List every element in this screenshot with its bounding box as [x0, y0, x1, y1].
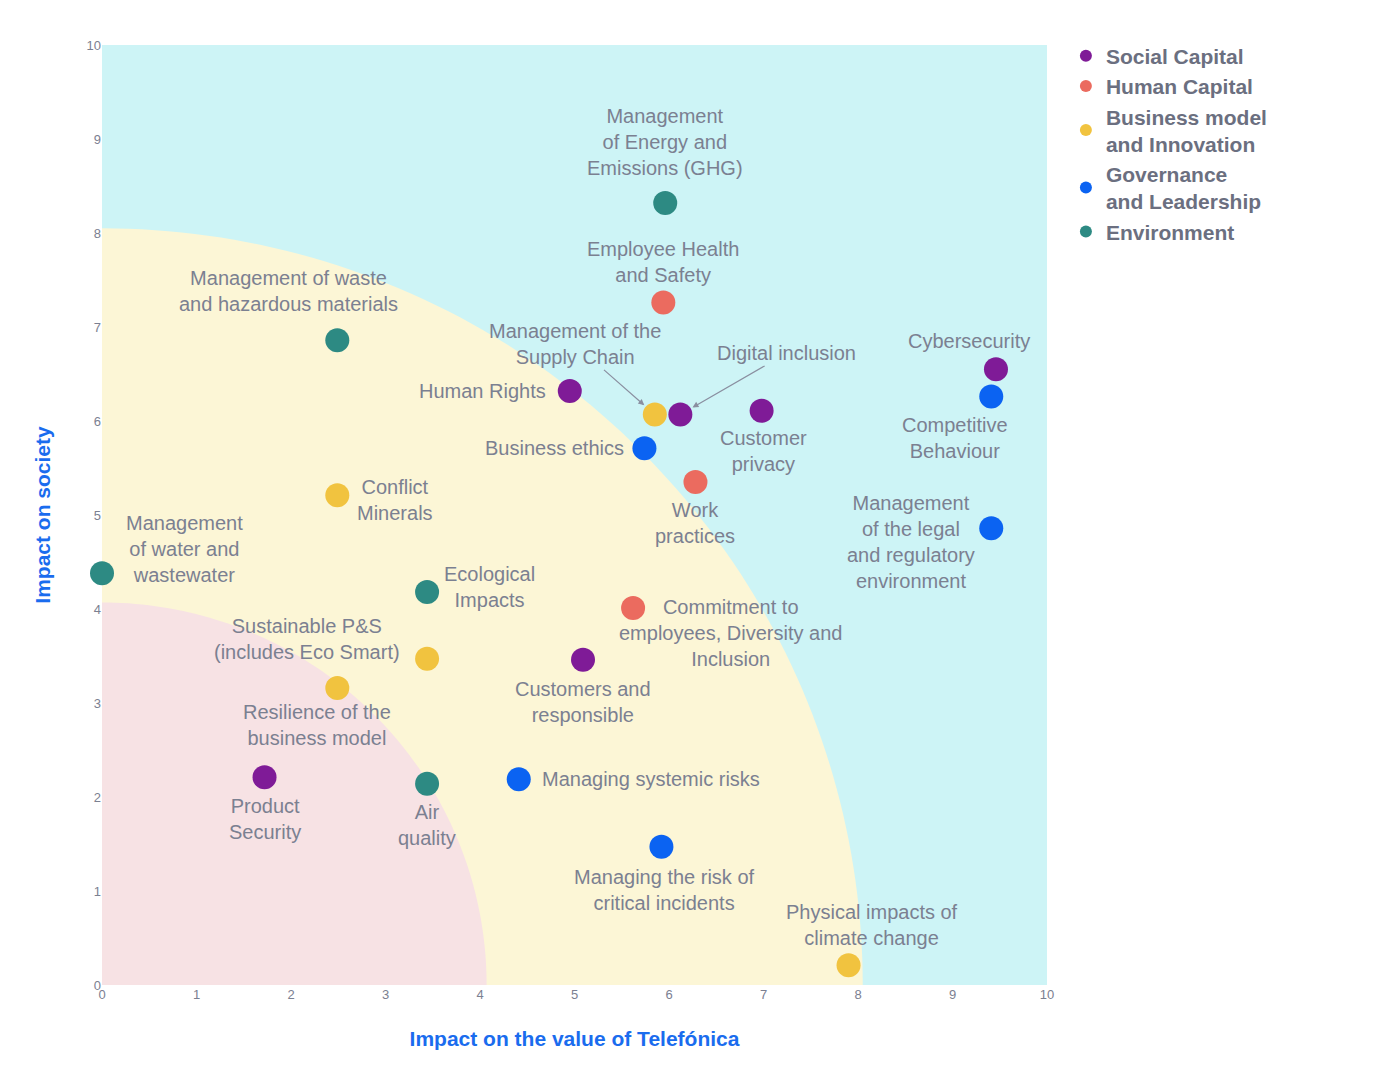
svg-text:CompetitiveBehaviour: CompetitiveBehaviour — [902, 414, 1008, 462]
svg-text:Customers andresponsible: Customers andresponsible — [515, 678, 651, 726]
svg-text:Managementof Energy andEmissio: Managementof Energy andEmissions (GHG) — [587, 105, 743, 179]
svg-text:Managementof the legaland regu: Managementof the legaland regulatoryenvi… — [847, 492, 975, 592]
svg-text:Governanceand Leadership: Governanceand Leadership — [1106, 163, 1261, 213]
svg-text:10: 10 — [1040, 987, 1054, 1002]
svg-text:EcologicalImpacts: EcologicalImpacts — [444, 563, 535, 611]
svg-text:Managementof water andwastewat: Managementof water andwastewater — [126, 512, 243, 586]
svg-text:6: 6 — [665, 987, 672, 1002]
svg-text:Management of theSupply Chain: Management of theSupply Chain — [489, 320, 661, 368]
svg-text:Digital inclusion: Digital inclusion — [717, 342, 856, 364]
svg-text:7: 7 — [760, 987, 767, 1002]
svg-text:Impact on the value of Telefón: Impact on the value of Telefónica — [410, 1027, 740, 1050]
svg-text:9: 9 — [94, 132, 101, 147]
svg-text:Customerprivacy: Customerprivacy — [720, 427, 807, 475]
svg-text:Employee Healthand Safety: Employee Healthand Safety — [587, 238, 739, 286]
svg-text:6: 6 — [94, 414, 101, 429]
svg-text:Social Capital: Social Capital — [1106, 45, 1244, 68]
svg-text:Cybersecurity: Cybersecurity — [908, 330, 1030, 352]
svg-text:Business modeland Innovation: Business modeland Innovation — [1106, 106, 1267, 156]
svg-text:10: 10 — [87, 38, 101, 53]
svg-text:7: 7 — [94, 320, 101, 335]
svg-text:Physical impacts ofclimate cha: Physical impacts ofclimate change — [786, 901, 958, 949]
svg-text:Human Capital: Human Capital — [1106, 75, 1253, 98]
svg-text:5: 5 — [94, 508, 101, 523]
svg-text:Managing the risk ofcritical i: Managing the risk ofcritical incidents — [574, 866, 755, 914]
svg-text:1: 1 — [193, 987, 200, 1002]
svg-text:0: 0 — [98, 987, 105, 1002]
svg-text:1: 1 — [94, 884, 101, 899]
svg-text:Management of wasteand hazardo: Management of wasteand hazardous materia… — [179, 267, 398, 315]
svg-text:Sustainable P&S(includes Eco S: Sustainable P&S(includes Eco Smart) — [214, 615, 400, 663]
svg-text:Commitment toemployees, Divers: Commitment toemployees, Diversity andInc… — [619, 596, 842, 670]
svg-text:3: 3 — [382, 987, 389, 1002]
svg-text:5: 5 — [571, 987, 578, 1002]
svg-text:Workpractices: Workpractices — [655, 499, 735, 547]
svg-text:8: 8 — [94, 226, 101, 241]
svg-text:0: 0 — [94, 978, 101, 993]
svg-text:Impact on society: Impact on society — [31, 426, 54, 604]
svg-text:2: 2 — [94, 790, 101, 805]
svg-text:9: 9 — [949, 987, 956, 1002]
svg-text:4: 4 — [94, 602, 101, 617]
svg-text:ProductSecurity: ProductSecurity — [229, 795, 301, 843]
svg-text:4: 4 — [476, 987, 483, 1002]
svg-text:Environment: Environment — [1106, 221, 1234, 244]
svg-text:Airquality: Airquality — [398, 801, 456, 849]
svg-text:2: 2 — [287, 987, 294, 1002]
svg-text:Business ethics: Business ethics — [485, 437, 624, 459]
svg-text:8: 8 — [854, 987, 861, 1002]
svg-text:Resilience of thebusiness mode: Resilience of thebusiness model — [243, 701, 391, 749]
svg-text:ConflictMinerals: ConflictMinerals — [357, 476, 433, 524]
svg-text:Managing systemic risks: Managing systemic risks — [542, 768, 760, 790]
svg-text:3: 3 — [94, 696, 101, 711]
svg-text:Human Rights: Human Rights — [419, 380, 546, 402]
